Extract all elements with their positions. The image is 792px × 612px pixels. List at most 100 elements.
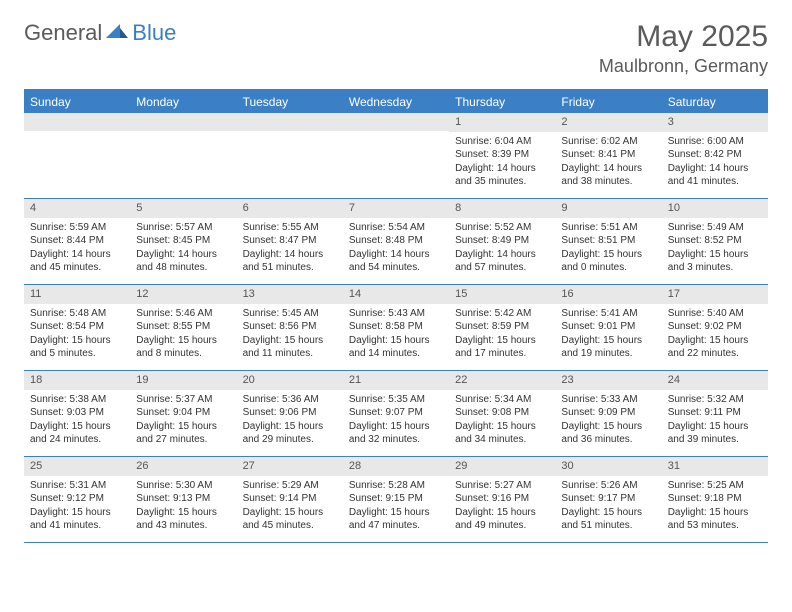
day-cell: 16Sunrise: 5:41 AMSunset: 9:01 PMDayligh… [555,285,661,371]
sunset-line: Sunset: 8:52 PM [668,234,762,248]
day-cell: 20Sunrise: 5:36 AMSunset: 9:06 PMDayligh… [237,371,343,457]
day-number: 4 [24,199,130,218]
sunrise-line: Sunrise: 5:32 AM [668,393,762,407]
sunset-line: Sunset: 8:58 PM [349,320,443,334]
day-number: 2 [555,113,661,132]
day-cell: 4Sunrise: 5:59 AMSunset: 8:44 PMDaylight… [24,199,130,285]
sunset-line: Sunset: 8:39 PM [455,148,549,162]
empty-cell [24,113,130,199]
daylight-line: Daylight: 15 hours and 0 minutes. [561,248,655,275]
day-content: Sunrise: 5:51 AMSunset: 8:51 PMDaylight:… [555,218,661,279]
day-number: 24 [662,371,768,390]
sunset-line: Sunset: 9:12 PM [30,492,124,506]
sunset-line: Sunset: 8:47 PM [243,234,337,248]
sunset-line: Sunset: 9:08 PM [455,406,549,420]
day-number: 5 [130,199,236,218]
day-content: Sunrise: 5:42 AMSunset: 8:59 PMDaylight:… [449,304,555,365]
daylight-line: Daylight: 15 hours and 53 minutes. [668,506,762,533]
day-number: 6 [237,199,343,218]
day-number: 13 [237,285,343,304]
sunrise-line: Sunrise: 5:27 AM [455,479,549,493]
daylight-line: Daylight: 15 hours and 49 minutes. [455,506,549,533]
sunrise-line: Sunrise: 5:57 AM [136,221,230,235]
day-content: Sunrise: 5:48 AMSunset: 8:54 PMDaylight:… [24,304,130,365]
daylight-line: Daylight: 15 hours and 22 minutes. [668,334,762,361]
sunrise-line: Sunrise: 6:04 AM [455,135,549,149]
daylight-line: Daylight: 14 hours and 35 minutes. [455,162,549,189]
sunrise-line: Sunrise: 5:29 AM [243,479,337,493]
sunrise-line: Sunrise: 6:02 AM [561,135,655,149]
day-content: Sunrise: 5:41 AMSunset: 9:01 PMDaylight:… [555,304,661,365]
day-cell: 22Sunrise: 5:34 AMSunset: 9:08 PMDayligh… [449,371,555,457]
day-cell: 11Sunrise: 5:48 AMSunset: 8:54 PMDayligh… [24,285,130,371]
day-number: 10 [662,199,768,218]
day-content: Sunrise: 5:29 AMSunset: 9:14 PMDaylight:… [237,476,343,537]
location: Maulbronn, Germany [599,56,768,77]
day-number: 14 [343,285,449,304]
sunset-line: Sunset: 8:41 PM [561,148,655,162]
sunrise-line: Sunrise: 5:30 AM [136,479,230,493]
sunset-line: Sunset: 8:59 PM [455,320,549,334]
day-content: Sunrise: 5:45 AMSunset: 8:56 PMDaylight:… [237,304,343,365]
day-number: 30 [555,457,661,476]
day-cell: 1Sunrise: 6:04 AMSunset: 8:39 PMDaylight… [449,113,555,199]
daylight-line: Daylight: 15 hours and 29 minutes. [243,420,337,447]
daylight-line: Daylight: 14 hours and 48 minutes. [136,248,230,275]
day-content: Sunrise: 5:37 AMSunset: 9:04 PMDaylight:… [130,390,236,451]
sunset-line: Sunset: 9:06 PM [243,406,337,420]
daylight-line: Daylight: 15 hours and 47 minutes. [349,506,443,533]
day-number: 15 [449,285,555,304]
day-number: 9 [555,199,661,218]
day-content: Sunrise: 5:38 AMSunset: 9:03 PMDaylight:… [24,390,130,451]
sunset-line: Sunset: 9:16 PM [455,492,549,506]
day-cell: 15Sunrise: 5:42 AMSunset: 8:59 PMDayligh… [449,285,555,371]
day-number: 31 [662,457,768,476]
day-cell: 27Sunrise: 5:29 AMSunset: 9:14 PMDayligh… [237,457,343,543]
daylight-line: Daylight: 14 hours and 45 minutes. [30,248,124,275]
weekday-header: Saturday [662,91,768,113]
weekday-header: Tuesday [237,91,343,113]
sunset-line: Sunset: 9:04 PM [136,406,230,420]
sunrise-line: Sunrise: 5:38 AM [30,393,124,407]
daylight-line: Daylight: 14 hours and 57 minutes. [455,248,549,275]
day-content: Sunrise: 5:40 AMSunset: 9:02 PMDaylight:… [662,304,768,365]
calendar-body: 1Sunrise: 6:04 AMSunset: 8:39 PMDaylight… [24,113,768,543]
day-content: Sunrise: 5:59 AMSunset: 8:44 PMDaylight:… [24,218,130,279]
sunset-line: Sunset: 8:44 PM [30,234,124,248]
sunset-line: Sunset: 9:14 PM [243,492,337,506]
sunset-line: Sunset: 9:01 PM [561,320,655,334]
day-cell: 18Sunrise: 5:38 AMSunset: 9:03 PMDayligh… [24,371,130,457]
weekday-header: Friday [555,91,661,113]
day-content: Sunrise: 5:35 AMSunset: 9:07 PMDaylight:… [343,390,449,451]
weekday-header: Thursday [449,91,555,113]
day-number: 11 [24,285,130,304]
sunset-line: Sunset: 9:15 PM [349,492,443,506]
day-number: 12 [130,285,236,304]
sunset-line: Sunset: 8:49 PM [455,234,549,248]
day-content: Sunrise: 5:31 AMSunset: 9:12 PMDaylight:… [24,476,130,537]
day-number: 27 [237,457,343,476]
day-content: Sunrise: 5:34 AMSunset: 9:08 PMDaylight:… [449,390,555,451]
day-content: Sunrise: 6:00 AMSunset: 8:42 PMDaylight:… [662,132,768,193]
calendar: SundayMondayTuesdayWednesdayThursdayFrid… [24,89,768,543]
day-number: 19 [130,371,236,390]
sunset-line: Sunset: 9:18 PM [668,492,762,506]
daylight-line: Daylight: 15 hours and 3 minutes. [668,248,762,275]
logo-triangle-icon [106,22,130,45]
day-cell: 3Sunrise: 6:00 AMSunset: 8:42 PMDaylight… [662,113,768,199]
sunset-line: Sunset: 9:03 PM [30,406,124,420]
daylight-line: Daylight: 15 hours and 39 minutes. [668,420,762,447]
day-number: 29 [449,457,555,476]
day-cell: 2Sunrise: 6:02 AMSunset: 8:41 PMDaylight… [555,113,661,199]
sunset-line: Sunset: 8:56 PM [243,320,337,334]
day-number: 16 [555,285,661,304]
day-content: Sunrise: 6:02 AMSunset: 8:41 PMDaylight:… [555,132,661,193]
day-number: 26 [130,457,236,476]
header: General Blue May 2025 Maulbronn, Germany [24,20,768,77]
day-number: 21 [343,371,449,390]
day-cell: 10Sunrise: 5:49 AMSunset: 8:52 PMDayligh… [662,199,768,285]
day-cell: 23Sunrise: 5:33 AMSunset: 9:09 PMDayligh… [555,371,661,457]
day-cell: 14Sunrise: 5:43 AMSunset: 8:58 PMDayligh… [343,285,449,371]
day-cell: 25Sunrise: 5:31 AMSunset: 9:12 PMDayligh… [24,457,130,543]
empty-cell [343,113,449,199]
